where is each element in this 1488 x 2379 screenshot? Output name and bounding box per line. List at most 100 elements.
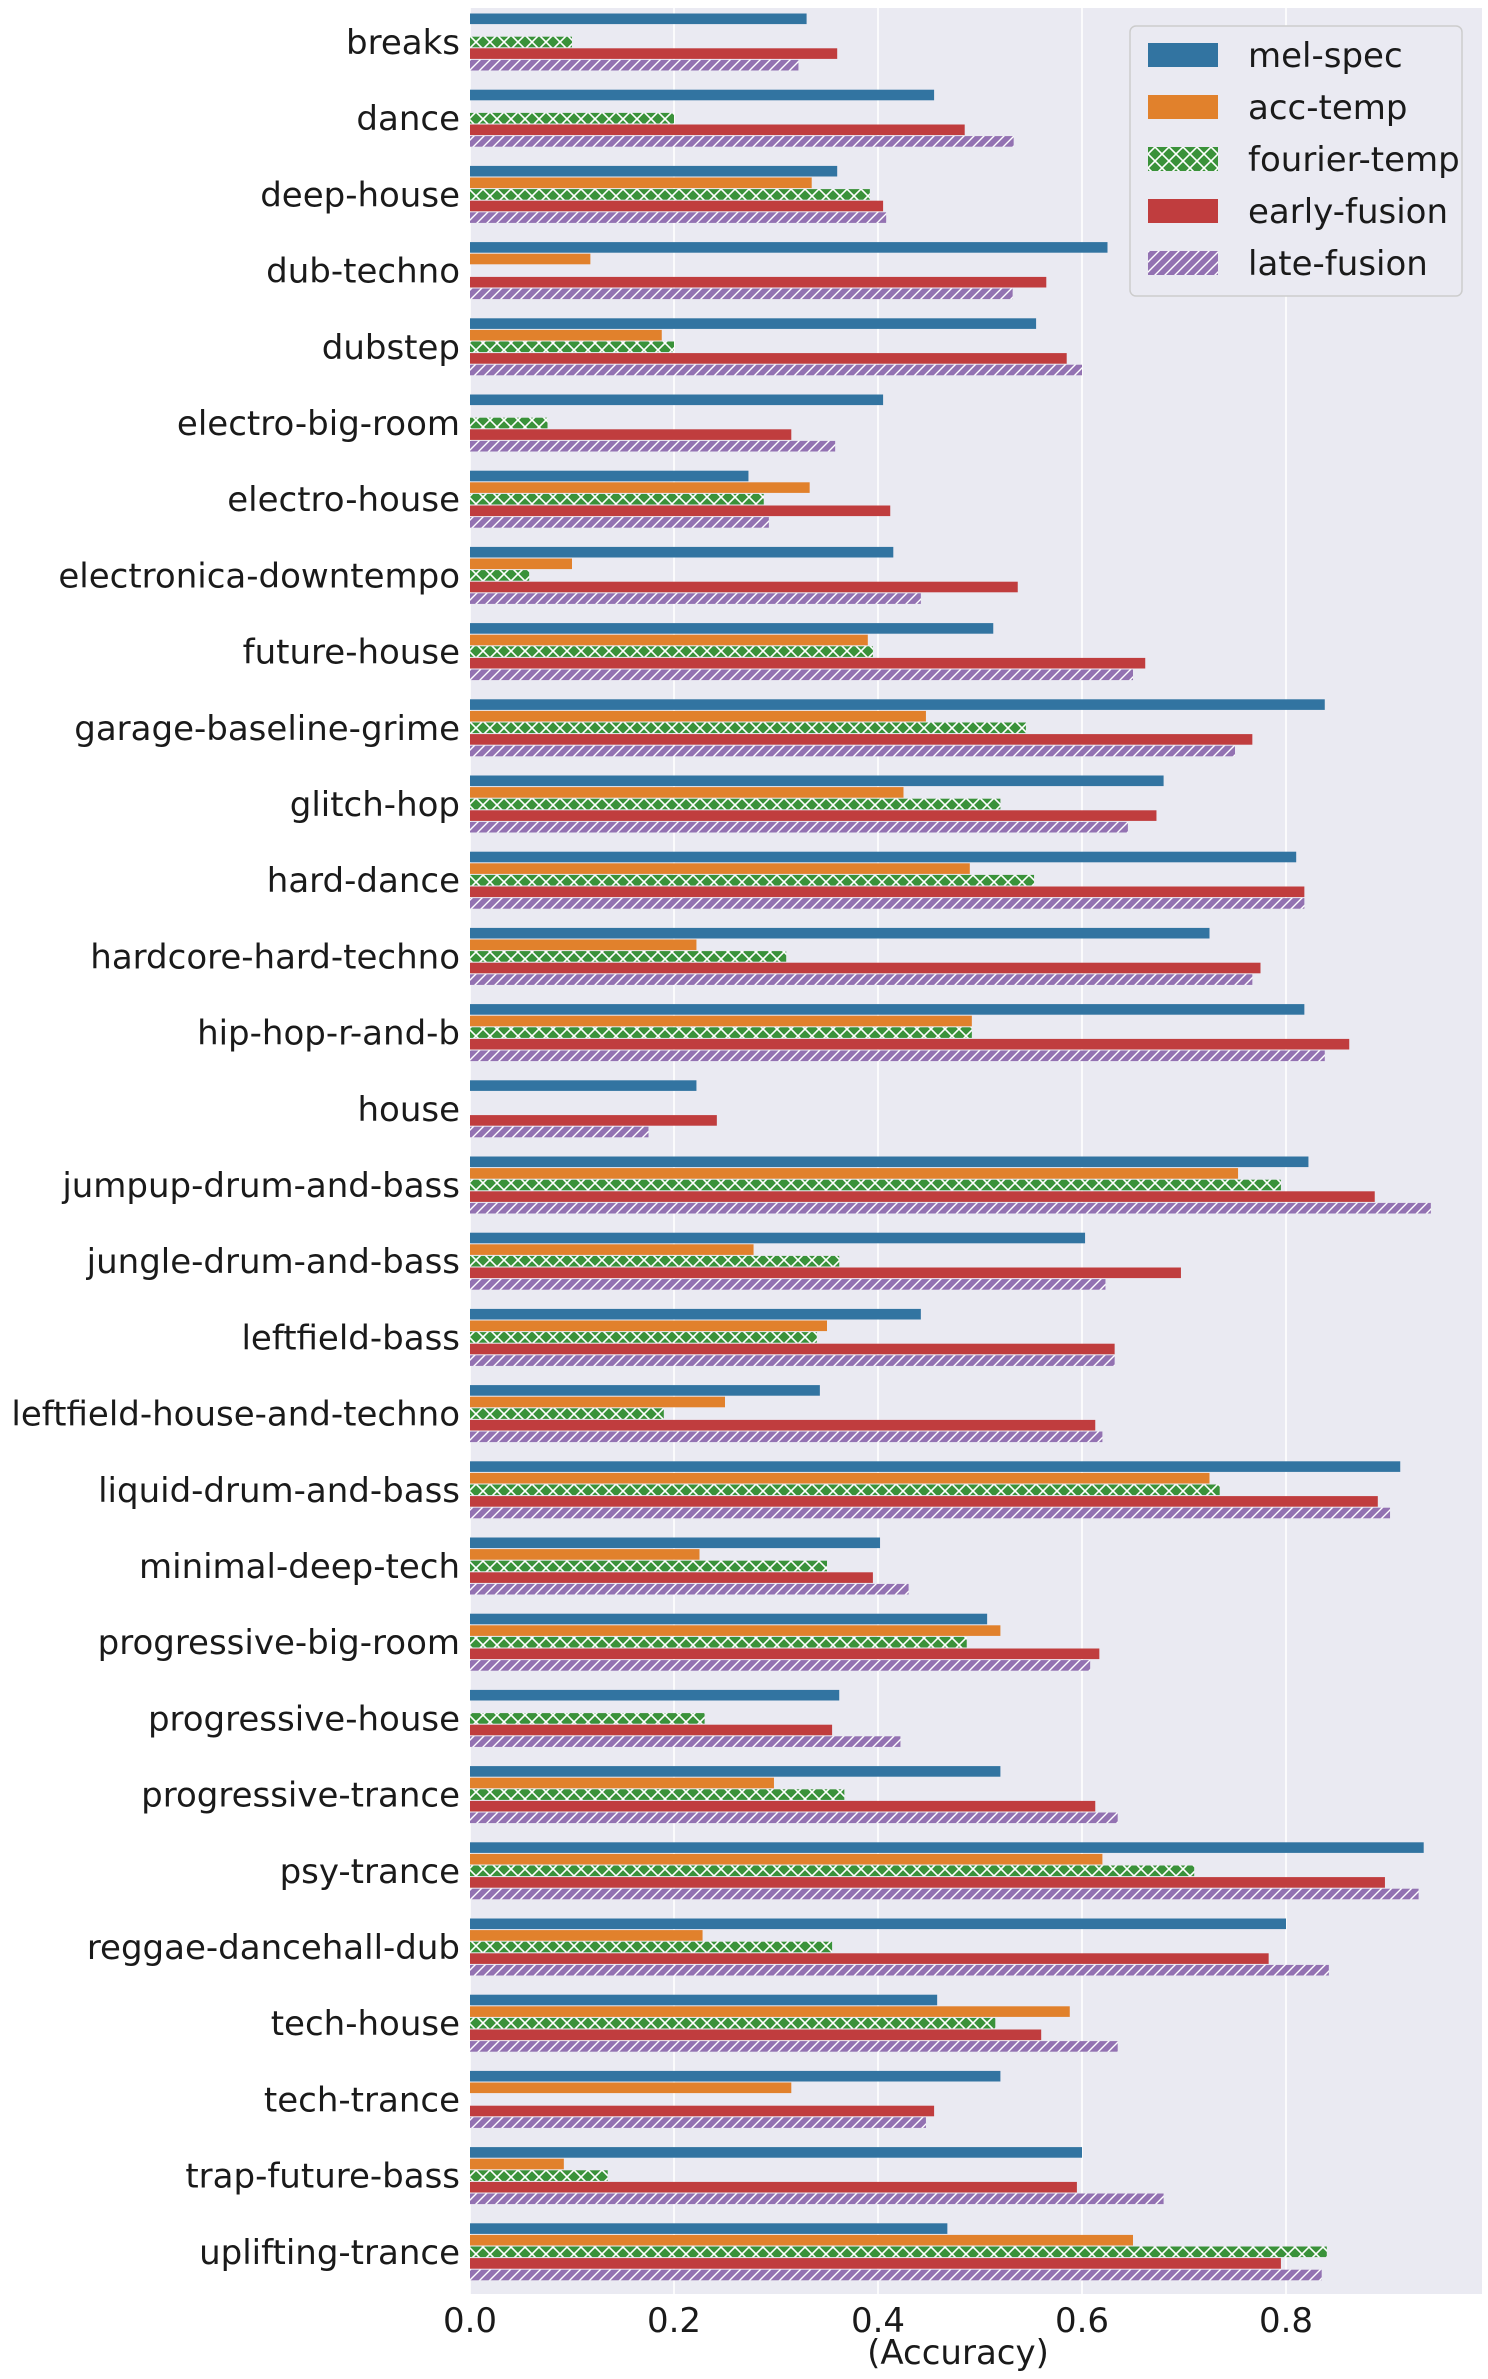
x-axis-title: (Accuracy) [867, 2333, 1049, 2373]
bar-mel-spec-minimal-deep-tech [470, 1537, 881, 1549]
bar-early-fusion-leftfield-bass [470, 1343, 1115, 1355]
bar-mel-spec-liquid-drum-and-bass [470, 1461, 1401, 1472]
bar-acc-temp-hardcore-hard-techno [470, 939, 697, 951]
category-label-tech-trance: tech-trance [264, 2080, 460, 2120]
bar-late-fusion-breaks [470, 59, 799, 71]
bar-early-fusion-psy-trance [470, 1877, 1385, 1888]
bar-fourier-temp-electro-big-room [470, 417, 548, 429]
bar-early-fusion-deep-house [470, 200, 884, 212]
legend-swatch-early-fusion [1148, 199, 1218, 223]
bar-acc-temp-electronica-downtempo [470, 558, 572, 570]
legend-box [1129, 25, 1463, 297]
bar-late-fusion-deep-house [470, 212, 887, 223]
category-label-leftfield-house-and-techno: leftfield-house-and-techno [11, 1395, 460, 1435]
bar-fourier-temp-jungle-drum-and-bass [470, 1255, 840, 1267]
bar-mel-spec-leftfield-bass [470, 1308, 921, 1320]
bar-early-fusion-leftfield-house-and-techno [470, 1419, 1096, 1431]
bar-late-fusion-garage-baseline-grime [470, 745, 1235, 757]
bar-late-fusion-reggae-dancehall-dub [470, 1964, 1329, 1976]
category-label-hip-hop-r-and-b: hip-hop-r-and-b [197, 1014, 460, 1054]
bar-fourier-temp-tech-house [470, 2017, 996, 2029]
bar-mel-spec-glitch-hop [470, 775, 1164, 787]
bar-late-fusion-tech-trance [470, 2117, 926, 2128]
bar-late-fusion-trap-future-bass [470, 2193, 1164, 2205]
category-label-leftfield-bass: leftfield-bass [241, 1318, 460, 1358]
x-tick-label: 0.2 [647, 2301, 701, 2341]
bar-fourier-temp-minimal-deep-tech [470, 1560, 827, 1572]
category-label-dub-techno: dub-techno [266, 252, 460, 292]
bar-fourier-temp-uplifting-trance [470, 2246, 1327, 2258]
bar-early-fusion-hardcore-hard-techno [470, 962, 1261, 974]
legend-swatch-acc-temp [1148, 95, 1218, 119]
bar-mel-spec-tech-house [470, 1994, 938, 2006]
x-tick-label: 0.8 [1259, 2301, 1313, 2341]
bar-late-fusion-leftfield-house-and-techno [470, 1431, 1103, 1443]
bar-acc-temp-future-house [470, 634, 868, 646]
bar-early-fusion-house [470, 1115, 717, 1126]
bars [470, 13, 1431, 2281]
gridlines [469, 8, 1287, 2294]
bar-early-fusion-future-house [470, 657, 1146, 669]
bar-fourier-temp-progressive-trance [470, 1789, 845, 1800]
bar-acc-temp-hip-hop-r-and-b [470, 1015, 972, 1027]
legend-label-early-fusion: early-fusion [1248, 192, 1448, 232]
category-label-electro-big-room: electro-big-room [177, 404, 460, 444]
category-label-uplifting-trance: uplifting-trance [199, 2233, 460, 2273]
bar-mel-spec-trap-future-bass [470, 2147, 1082, 2158]
category-label-psy-trance: psy-trance [280, 1852, 460, 1892]
bar-early-fusion-liquid-drum-and-bass [470, 1496, 1378, 1507]
bar-mel-spec-hard-dance [470, 851, 1297, 863]
category-label-future-house: future-house [243, 633, 460, 673]
bar-fourier-temp-electro-house [470, 493, 764, 505]
bar-mel-spec-progressive-trance [470, 1766, 1001, 1777]
bar-fourier-temp-reggae-dancehall-dub [470, 1941, 833, 1953]
category-label-house: house [357, 1090, 460, 1130]
bar-mel-spec-dub-techno [470, 242, 1108, 253]
category-label-progressive-trance: progressive-trance [141, 1776, 460, 1816]
legend-label-late-fusion: late-fusion [1248, 244, 1428, 284]
bar-early-fusion-jungle-drum-and-bass [470, 1267, 1181, 1279]
bar-late-fusion-psy-trance [470, 1888, 1419, 1900]
bar-early-fusion-jumpup-drum-and-bass [470, 1191, 1375, 1202]
bar-acc-temp-progressive-trance [470, 1777, 774, 1789]
category-label-dubstep: dubstep [322, 328, 460, 368]
bar-fourier-temp-future-house [470, 646, 873, 657]
bar-early-fusion-progressive-house [470, 1724, 833, 1736]
legend-label-acc-temp: acc-temp [1248, 88, 1407, 128]
legend-swatch-late-fusion [1148, 251, 1218, 275]
category-label-jungle-drum-and-bass: jungle-drum-and-bass [86, 1242, 460, 1282]
bar-mel-spec-electro-house [470, 470, 749, 482]
bar-late-fusion-electro-house [470, 517, 769, 528]
bar-mel-spec-psy-trance [470, 1842, 1424, 1853]
bar-fourier-temp-dance [470, 112, 674, 124]
bar-early-fusion-progressive-big-room [470, 1648, 1100, 1660]
bar-fourier-temp-dubstep [470, 341, 674, 353]
bar-late-fusion-hard-dance [470, 898, 1305, 909]
bar-mel-spec-hip-hop-r-and-b [470, 1004, 1305, 1015]
bar-fourier-temp-deep-house [470, 189, 870, 200]
bar-acc-temp-uplifting-trance [470, 2234, 1133, 2246]
x-tick-label: 0.0 [443, 2301, 497, 2341]
x-tick-label: 0.6 [1055, 2301, 1109, 2341]
bar-fourier-temp-hard-dance [470, 874, 1035, 886]
bar-mel-spec-deep-house [470, 165, 838, 177]
bar-late-fusion-progressive-big-room [470, 1660, 1091, 1671]
bar-fourier-temp-leftfield-house-and-techno [470, 1408, 664, 1419]
bar-mel-spec-progressive-big-room [470, 1613, 988, 1625]
bar-fourier-temp-breaks [470, 36, 572, 48]
bar-fourier-temp-psy-trance [470, 1865, 1195, 1877]
bar-mel-spec-electronica-downtempo [470, 546, 894, 558]
bar-early-fusion-tech-house [470, 2029, 1042, 2041]
bar-mel-spec-hardcore-hard-techno [470, 927, 1210, 939]
bar-early-fusion-trap-future-bass [470, 2181, 1077, 2193]
category-label-progressive-house: progressive-house [148, 1699, 460, 1739]
bar-early-fusion-hip-hop-r-and-b [470, 1038, 1350, 1050]
bar-late-fusion-minimal-deep-tech [470, 1583, 909, 1595]
bar-early-fusion-uplifting-trance [470, 2258, 1281, 2269]
bar-late-fusion-uplifting-trance [470, 2269, 1322, 2281]
bar-acc-temp-trap-future-bass [470, 2158, 564, 2170]
bar-fourier-temp-progressive-house [470, 1713, 705, 1724]
legend-swatch-mel-spec [1148, 43, 1218, 67]
bar-fourier-temp-progressive-big-room [470, 1636, 967, 1648]
